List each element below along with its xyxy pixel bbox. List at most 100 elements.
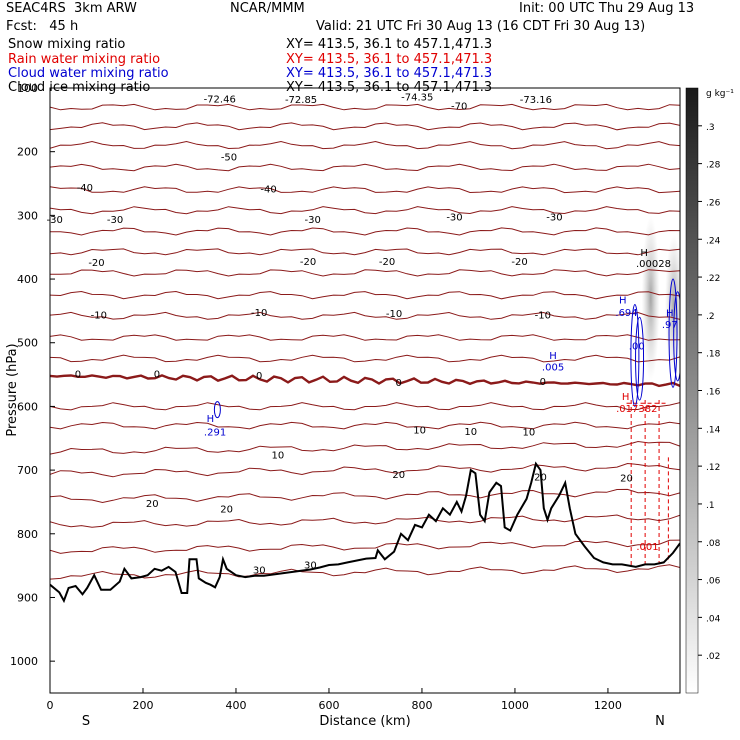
colorbar-tick-label: .28 [706,161,721,171]
cloud-water-contour [668,278,678,388]
temperature-label: -72.85 [285,95,317,106]
cloud-water-label: H [207,414,215,425]
y-tick-label: 200 [17,146,38,159]
field-label-cloud-water: Cloud water mixing ratio [8,66,169,81]
temperature-label: -10 [535,310,551,321]
cloud-water-label: H [666,308,674,319]
forecast-hour: Fcst: 45 h [6,19,79,34]
y-tick-label: 700 [17,464,38,477]
temperature-contour [50,269,680,277]
cloud-water-label: .291 [204,428,226,439]
colorbar-tick-label: .02 [706,652,720,662]
temperature-contour [50,421,680,430]
temperature-contour [50,462,680,478]
temperature-label: -40 [77,183,93,194]
temperature-label: -30 [46,215,62,226]
temperature-contour [50,163,680,172]
x-tick-label: 1000 [501,699,529,712]
y-tick-label: 900 [17,591,38,604]
temperature-label: 0 [75,370,81,381]
colorbar-tick-label: .24 [706,236,721,246]
temperature-label: -20 [379,257,395,268]
temperature-label: 20 [220,505,233,516]
rain-label: .001 [636,542,658,553]
temperature-label: -10 [386,309,402,320]
cloud-water-label: .694 [615,308,637,319]
temperature-contour [50,354,680,363]
y-tick-label: 600 [17,400,38,413]
temperature-label: 10 [464,427,477,438]
temperature-label: -20 [300,257,316,268]
colorbar-tick-label: .08 [706,539,721,549]
y-tick-label: 300 [17,209,38,222]
valid-time: Valid: 21 UTC Fri 30 Aug 13 (16 CDT Fri … [316,19,646,34]
x-tick-label: 0 [47,699,54,712]
temperature-label: -20 [511,257,527,268]
temperature-label: -70 [451,101,467,112]
temperature-label: 10 [413,426,426,437]
temperature-label: 10 [523,428,536,439]
temperature-contour [50,539,680,554]
temperature-label: 10 [271,450,284,461]
init-time: Init: 00 UTC Thu 29 Aug 13 [519,1,695,16]
colorbar-tick-label: .16 [706,388,721,398]
y-tick-label: 1000 [10,655,38,668]
temperature-contour [50,122,680,131]
plot-frame [49,87,681,694]
freezing-level-contour [50,374,680,388]
temperature-label: 20 [534,473,547,484]
temperature-label: -74.35 [401,93,433,104]
temperature-contour [50,440,680,455]
temperature-label: -50 [221,152,237,163]
temperature-label: 30 [253,566,266,577]
terrain-profile [50,461,680,604]
org-title: NCAR/MMM [230,1,305,16]
snow-plume [641,215,660,381]
rain-label: H [622,392,630,403]
cloud-water-label: .00 [629,342,645,353]
temperature-label: 20 [392,470,405,481]
x-tick-label: 800 [411,699,432,712]
x-axis-south-label: S [82,714,90,729]
model-title: SEAC4RS 3km ARW [6,1,137,16]
field-xy-snow: XY= 413.5, 36.1 to 457.1,471.3 [286,37,493,52]
field-label-snow: Snow mixing ratio [8,37,126,52]
temperature-contour [50,514,680,528]
colorbar [685,87,699,694]
colorbar-tick-label: .3 [706,123,715,133]
cloud-water-label: .005 [542,363,564,374]
temperature-label: -30 [546,212,562,223]
y-tick-label: 800 [17,528,38,541]
x-tick-label: 600 [318,699,339,712]
temperature-contour [50,564,680,580]
temperature-contour [50,402,680,411]
temperature-label: -10 [251,308,267,319]
colorbar-tick-label: .26 [706,198,721,208]
temperature-label: -73.16 [520,95,552,106]
temperature-contour [50,140,680,150]
temperature-contour [50,248,680,256]
y-tick-label: 100 [17,82,38,95]
x-tick-label: 1200 [594,699,622,712]
y-axis-title: Pressure (hPa) [5,343,20,436]
temperature-label: 20 [620,473,633,484]
temperature-label: -40 [260,184,276,195]
colorbar-unit: g kg⁻¹ [706,89,734,99]
temperature-label: -30 [446,212,462,223]
y-tick-label: 400 [17,273,38,286]
temperature-contour [50,186,680,194]
temperature-contour [50,488,680,504]
temperature-label: 0 [256,371,262,382]
temperature-contour [50,334,680,341]
temperature-contour [50,290,680,300]
rain-label: .017382 [616,404,657,415]
x-axis-north-label: N [655,714,665,729]
colorbar-tick-label: .12 [706,463,720,473]
colorbar-tick-label: .06 [706,577,721,587]
cloud-water-contour [630,304,640,407]
temperature-label: -30 [305,215,321,226]
cloud-water-contour [673,291,680,382]
snow-label: .00028 [636,259,671,270]
colorbar-tick-label: .1 [706,501,715,511]
